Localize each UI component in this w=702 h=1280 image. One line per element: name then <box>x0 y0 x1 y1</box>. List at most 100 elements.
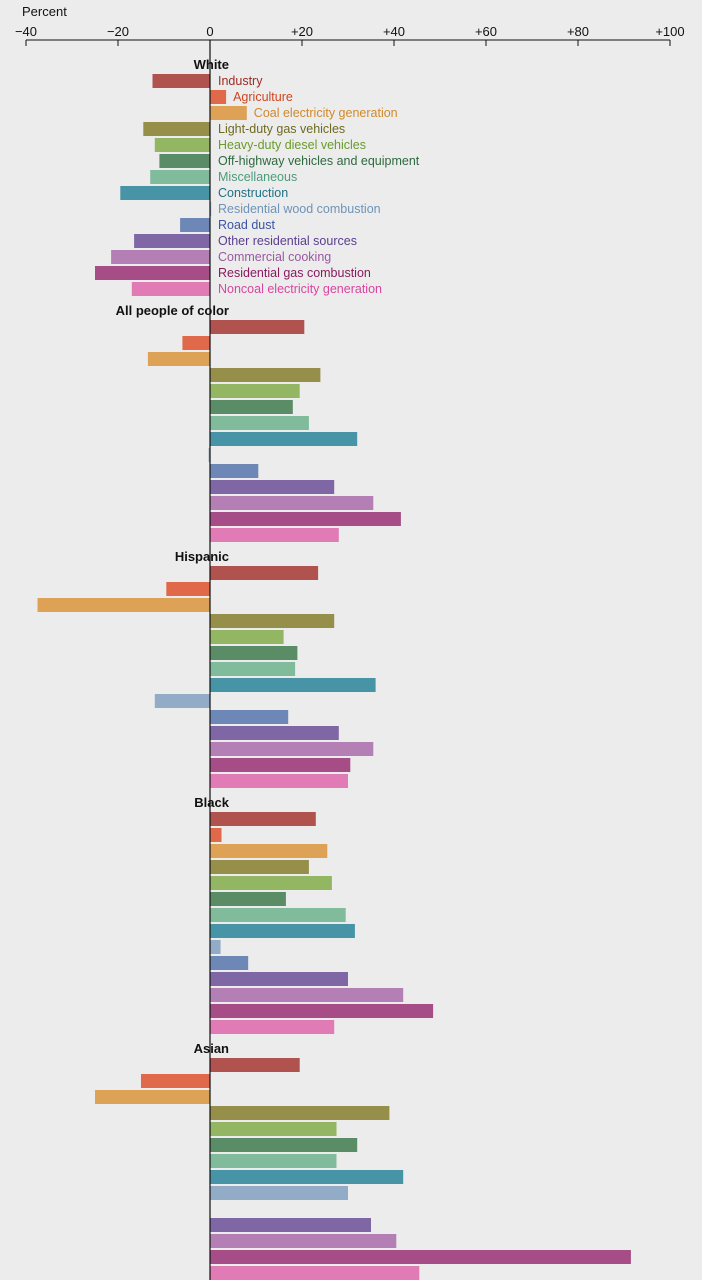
bar <box>210 90 227 104</box>
bar <box>210 202 212 216</box>
bar <box>210 1170 404 1184</box>
bar <box>210 860 309 874</box>
bar <box>210 1234 397 1248</box>
group-title: White <box>194 57 229 72</box>
bar <box>210 812 316 826</box>
bar <box>134 234 210 248</box>
bar <box>210 1106 390 1120</box>
bar <box>210 908 346 922</box>
category-label: Residential wood combustion <box>218 202 381 216</box>
bar <box>210 630 284 644</box>
bar <box>210 1004 434 1018</box>
bar <box>37 598 210 612</box>
category-label: Residential gas combustion <box>218 266 371 280</box>
bar <box>208 448 210 462</box>
group-title: Asian <box>194 1041 229 1056</box>
bar <box>210 1250 631 1264</box>
category-label: Industry <box>218 74 263 88</box>
bar <box>210 1122 337 1136</box>
bar <box>210 892 286 906</box>
bar <box>210 528 339 542</box>
bar <box>210 1138 358 1152</box>
bar <box>210 496 374 510</box>
bar <box>210 662 296 676</box>
bar <box>210 416 309 430</box>
category-label: Road dust <box>218 218 276 232</box>
bar <box>210 432 358 446</box>
bar <box>210 988 404 1002</box>
bar <box>210 956 249 970</box>
x-axis-title: Percent <box>22 4 67 19</box>
category-label: Construction <box>218 186 288 200</box>
bar <box>141 1074 210 1088</box>
bar <box>154 138 210 152</box>
category-label: Light-duty gas vehicles <box>218 122 345 136</box>
bar <box>147 352 210 366</box>
labels-layer: White Industry Agriculture Coal electricity… <box>116 57 420 1056</box>
bar <box>150 170 210 184</box>
bar <box>210 368 321 382</box>
x-tick-label: +100 <box>655 24 684 39</box>
bar <box>210 566 319 580</box>
bar <box>210 1186 348 1200</box>
x-tick-label: +20 <box>291 24 313 39</box>
bar <box>180 218 210 232</box>
bar <box>210 742 374 756</box>
category-label: Commercial cooking <box>218 250 331 264</box>
x-tick-label: 0 <box>206 24 213 39</box>
bar <box>210 400 293 414</box>
bar <box>166 582 210 596</box>
bar <box>210 1218 371 1232</box>
bar <box>95 266 210 280</box>
bar <box>159 154 210 168</box>
bar <box>210 614 335 628</box>
category-label: Heavy-duty diesel vehicles <box>218 138 366 152</box>
x-axis: −40 −20 0 +20 +40 +60 +80 +100 <box>15 24 685 46</box>
bar <box>210 758 351 772</box>
x-tick-label: +80 <box>567 24 589 39</box>
bar <box>210 464 259 478</box>
x-tick-label: +60 <box>475 24 497 39</box>
bar <box>210 924 355 938</box>
bar <box>143 122 210 136</box>
bar <box>210 940 221 954</box>
bar <box>210 972 348 986</box>
bar <box>131 282 210 296</box>
bar <box>210 1154 337 1168</box>
bar <box>210 774 348 788</box>
group-title: Hispanic <box>175 549 229 564</box>
x-tick-label: −40 <box>15 24 37 39</box>
group-title: Black <box>194 795 229 810</box>
category-label: Agriculture <box>233 90 293 104</box>
bar <box>152 74 210 88</box>
bar <box>95 1090 210 1104</box>
bar <box>210 678 376 692</box>
bar <box>210 384 300 398</box>
bar <box>210 876 332 890</box>
bar <box>210 1266 420 1280</box>
bar <box>210 646 298 660</box>
bar <box>210 710 289 724</box>
category-label: Off-highway vehicles and equipment <box>218 154 420 168</box>
bar <box>210 480 335 494</box>
x-tick-label: −20 <box>107 24 129 39</box>
bar <box>210 1058 300 1072</box>
bar <box>210 1020 335 1034</box>
bar <box>182 336 210 350</box>
bar <box>210 828 222 842</box>
bar <box>210 320 305 334</box>
bar <box>210 844 328 858</box>
bar <box>120 186 210 200</box>
category-label: Other residential sources <box>218 234 357 248</box>
category-label: Miscellaneous <box>218 170 297 184</box>
bars-layer <box>37 74 631 1280</box>
category-label: Coal electricity generation <box>254 106 398 120</box>
bar <box>210 106 247 120</box>
bar <box>154 694 210 708</box>
group-title: All people of color <box>116 303 229 318</box>
bar <box>210 726 339 740</box>
bar <box>111 250 210 264</box>
bar <box>210 512 401 526</box>
category-label: Noncoal electricity generation <box>218 282 382 296</box>
